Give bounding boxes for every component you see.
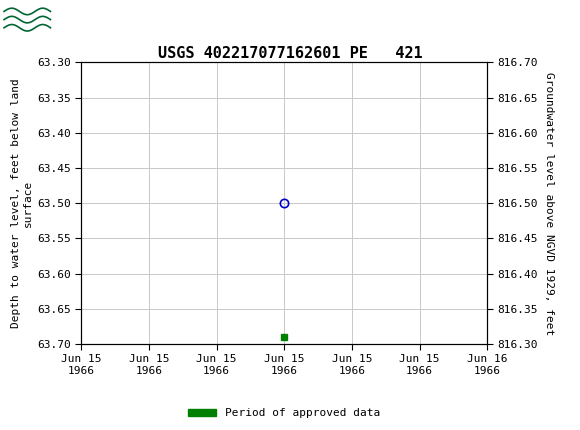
Y-axis label: Groundwater level above NGVD 1929, feet: Groundwater level above NGVD 1929, feet — [543, 71, 554, 335]
Legend: Period of approved data: Period of approved data — [184, 404, 385, 423]
Text: USGS: USGS — [61, 11, 121, 30]
Text: USGS 402217077162601 PE   421: USGS 402217077162601 PE 421 — [158, 46, 422, 61]
Y-axis label: Depth to water level, feet below land
surface: Depth to water level, feet below land su… — [11, 78, 33, 328]
Bar — [3, 3, 52, 37]
